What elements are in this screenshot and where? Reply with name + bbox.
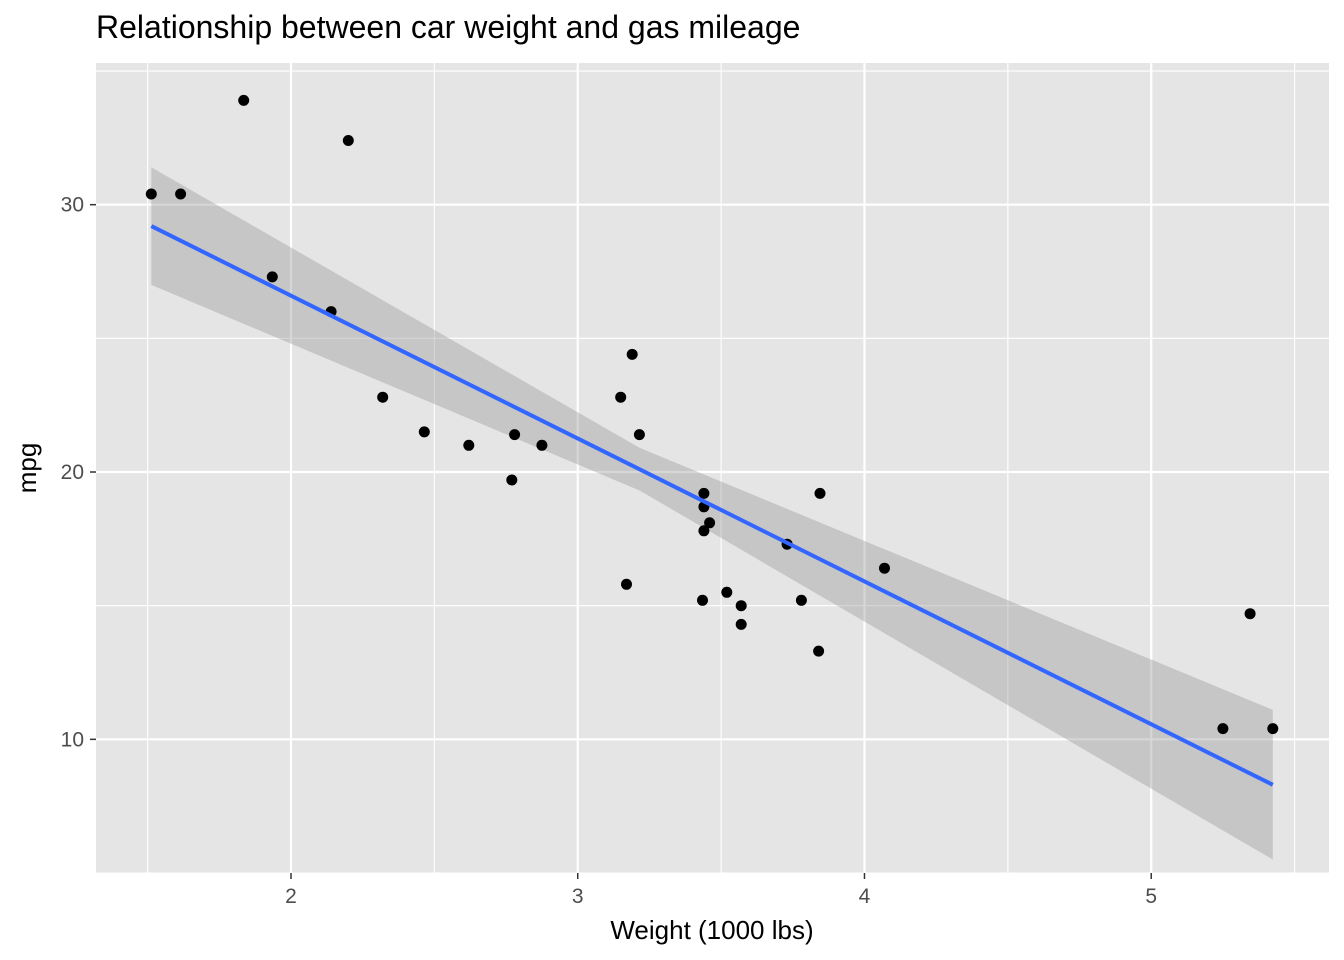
y-tick-label: 30 [61,194,84,217]
data-point [506,474,518,486]
data-point [626,348,638,360]
data-point [238,94,250,106]
data-points [145,94,1279,735]
data-point [266,271,278,283]
data-point [698,525,710,537]
confidence-ribbon [151,167,1273,860]
major-gridlines [96,63,1329,873]
data-point [697,594,708,606]
data-point [795,594,807,606]
data-point [1217,723,1229,735]
y-axis: 10 20 30 [61,194,96,751]
x-tick-label: 4 [859,885,871,908]
data-point [463,439,475,451]
data-point [615,391,627,403]
x-axis-title: Weight (1000 lbs) [610,915,813,945]
data-point [145,188,157,200]
data-point [377,391,389,403]
data-point [1244,608,1256,620]
data-point [813,645,825,657]
data-point [879,562,890,574]
data-point [621,578,632,590]
x-axis: 2 3 4 5 [285,873,1157,908]
data-point [735,600,747,612]
x-tick-label: 3 [572,885,584,908]
y-tick-label: 20 [61,461,84,484]
data-point [175,188,187,200]
plot-panel [96,63,1329,873]
data-point [814,487,826,499]
data-point [721,586,733,598]
y-axis-title: mpg [12,443,42,494]
data-point [1267,723,1279,735]
x-tick-label: 2 [285,885,297,908]
data-point [735,618,747,630]
y-tick-label: 10 [61,728,84,751]
data-point [633,429,645,441]
chart-title: Relationship between car weight and gas … [96,9,800,45]
data-point [536,439,548,451]
data-point [418,426,430,438]
data-point [698,487,710,499]
regression-line [150,224,1274,787]
data-point [509,429,521,441]
x-tick-label: 5 [1145,885,1157,908]
data-point [704,517,716,529]
data-point [342,135,354,146]
minor-gridlines [96,63,1329,874]
